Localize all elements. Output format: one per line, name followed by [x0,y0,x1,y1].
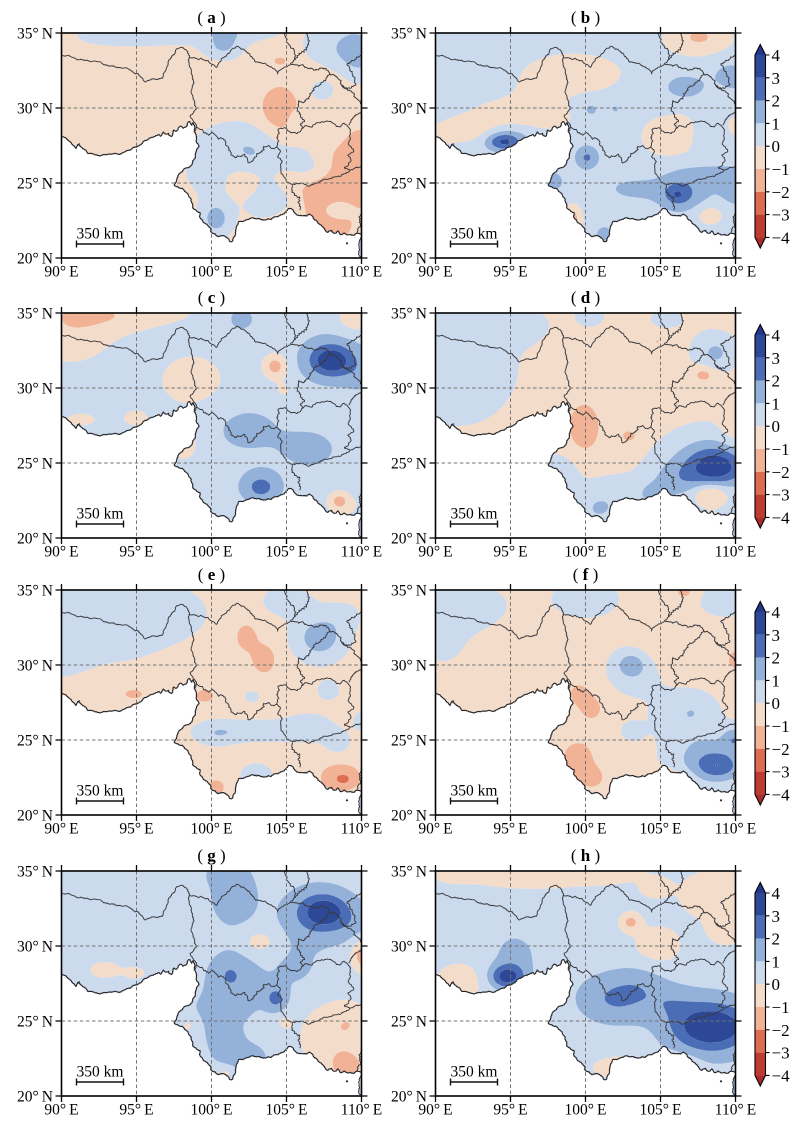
svg-text:( h ): ( h ) [571,846,600,865]
svg-text:( e ): ( e ) [198,565,225,584]
svg-text:( c ): ( c ) [198,288,225,307]
svg-text:( a ): ( a ) [197,8,225,27]
svg-text:( d ): ( d ) [571,288,600,307]
svg-text:( g ): ( g ) [197,846,225,865]
svg-text:( f ): ( f ) [573,565,599,584]
svg-text:( b ): ( b ) [571,8,600,27]
